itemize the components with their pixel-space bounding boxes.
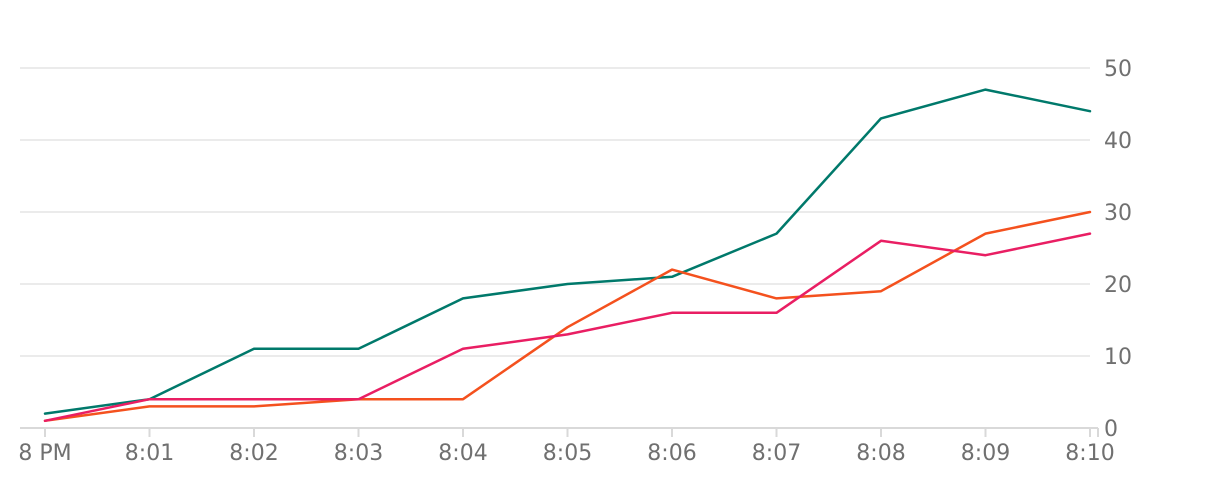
x-tick-label: 8:07 — [752, 441, 801, 466]
x-tick-label: 8:02 — [229, 441, 278, 466]
series-lines — [43, 88, 1092, 423]
x-tick-label: 8:10 — [1065, 441, 1114, 466]
y-tick-label: 20 — [1104, 273, 1132, 298]
x-tick-label: 8:05 — [543, 441, 592, 466]
x-tick-label: 8 PM — [18, 441, 71, 466]
x-tick-label: 8:04 — [438, 441, 487, 466]
x-axis: 8 PM 8:01 8:02 8:03 8:04 8:05 8:06 8:07 8:08 8:09… — [18, 427, 1115, 466]
y-tick-label: 30 — [1104, 201, 1132, 226]
y-tick-label: 0 — [1104, 417, 1118, 442]
x-tick-label: 8:09 — [961, 441, 1010, 466]
y-axis-tick-labels: 0 10 20 30 40 50 — [1104, 57, 1132, 442]
y-tick-label: 10 — [1104, 345, 1132, 370]
series-line-1 — [43, 88, 1092, 415]
y-tick-label: 40 — [1104, 129, 1132, 154]
y-tick-label: 50 — [1104, 57, 1132, 82]
x-tick-label: 8:03 — [334, 441, 383, 466]
x-tick-label: 8:01 — [125, 441, 174, 466]
series-line-3 — [43, 232, 1092, 423]
series-line-2 — [43, 210, 1092, 423]
x-tick-label: 8:08 — [856, 441, 905, 466]
gridlines — [20, 67, 1090, 357]
x-tick-label: 8:06 — [647, 441, 696, 466]
